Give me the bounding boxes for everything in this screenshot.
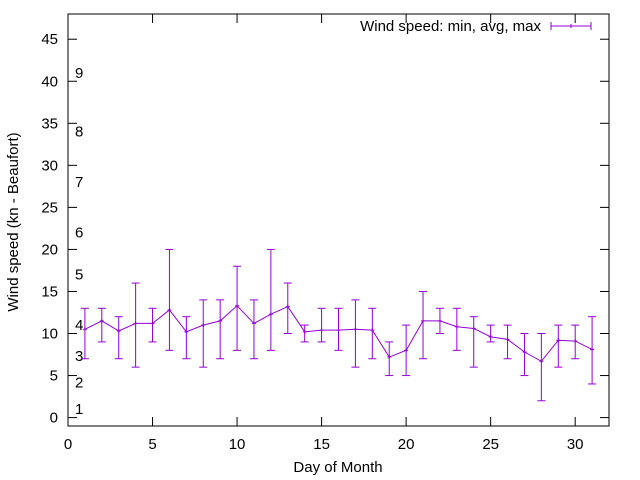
y-tick-label: 35 [41, 115, 58, 132]
beaufort-label: 1 [75, 401, 83, 418]
x-tick-label: 5 [148, 436, 156, 453]
y-axis-label: Wind speed (kn - Beaufort) [5, 132, 22, 311]
y-tick-label: 0 [50, 410, 58, 427]
y-tick-label: 15 [41, 283, 58, 300]
x-axis-label: Day of Month [293, 459, 382, 476]
y-tick-label: 25 [41, 199, 58, 216]
beaufort-label: 9 [75, 65, 83, 82]
x-tick-label: 20 [398, 436, 415, 453]
beaufort-label: 5 [75, 267, 83, 284]
plot-frame [67, 13, 610, 427]
beaufort-label: 6 [75, 225, 83, 242]
beaufort-label: 8 [75, 124, 83, 141]
beaufort-label: 3 [75, 348, 83, 365]
y-tick-label: 10 [41, 326, 58, 343]
legend: Wind speed: min, avg, max [360, 18, 592, 35]
beaufort-label: 4 [75, 317, 83, 334]
x-tick-label: 30 [567, 436, 584, 453]
y-tick-label: 30 [41, 157, 58, 174]
x-tick-label: 10 [229, 436, 246, 453]
y-tick-label: 45 [41, 31, 58, 48]
x-tick-label: 25 [482, 436, 499, 453]
y-tick-label: 5 [50, 368, 58, 385]
plot-border [67, 13, 610, 427]
legend-label: Wind speed: min, avg, max [360, 18, 541, 35]
x-tick-label: 0 [64, 436, 72, 453]
beaufort-label: 2 [75, 374, 83, 391]
series-wind-speed [80, 248, 597, 402]
beaufort-label: 7 [75, 174, 83, 191]
y-tick-label: 40 [41, 73, 58, 90]
beaufort-labels: 1 2 3 4 5 6 7 8 9 [75, 65, 83, 418]
y-tick-label: 20 [41, 241, 58, 258]
x-tick-label: 15 [313, 436, 330, 453]
x-axis: 0 5 10 15 20 25 30 [64, 14, 584, 453]
